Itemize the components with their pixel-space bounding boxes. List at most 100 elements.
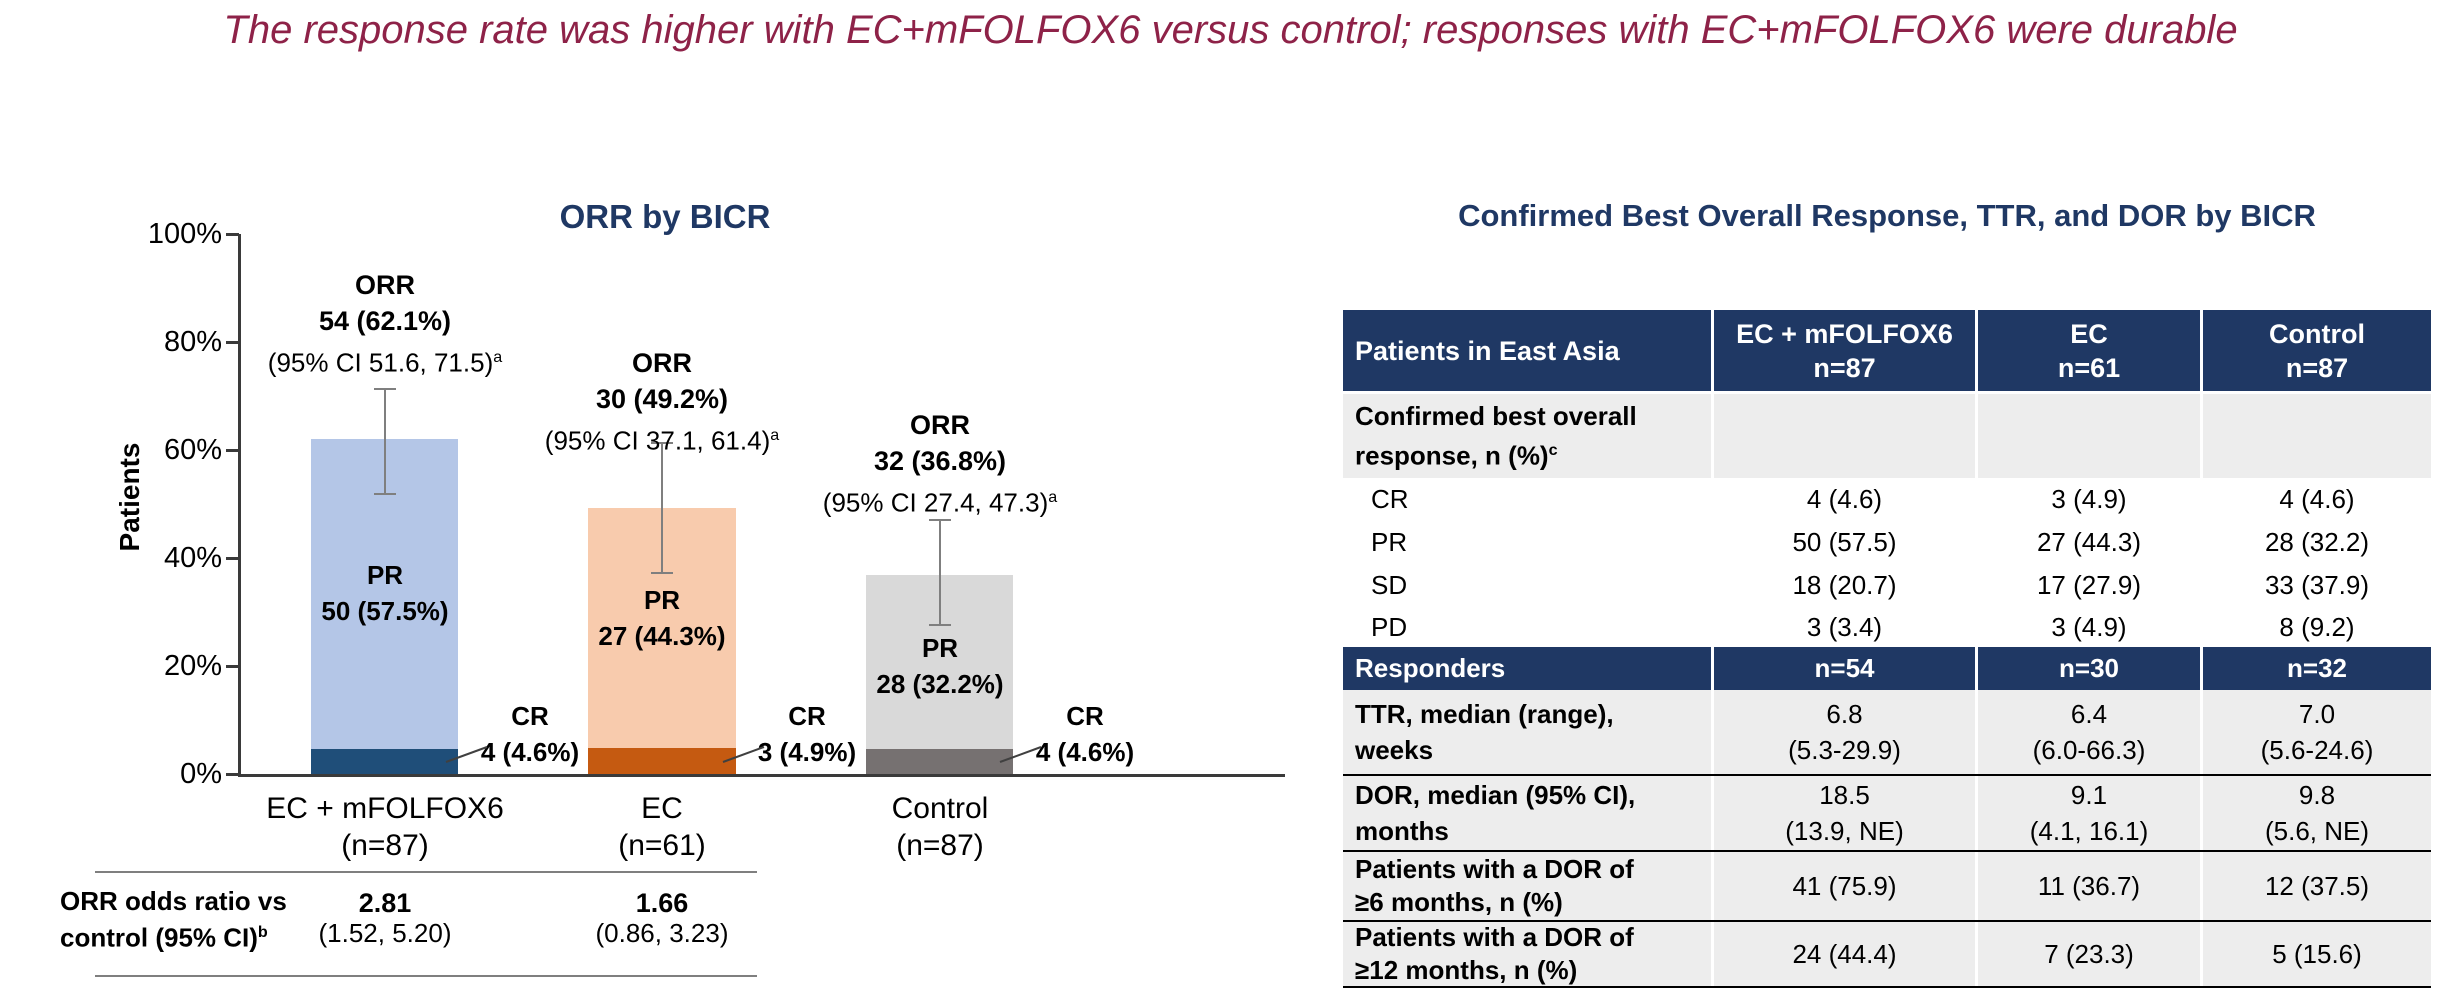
row-label: PR	[1371, 527, 1408, 557]
table-header-col1: EC + mFOLFOX6 n=87	[1711, 310, 1975, 391]
table-row-dor-12months: Patients with a DOR of ≥12 months, n (%) …	[1343, 922, 2431, 988]
table-row-pr: PR 50 (57.5) 27 (44.3) 28 (32.2)	[1343, 521, 2431, 564]
table-header-col2: EC n=61	[1975, 310, 2200, 391]
row-label: PD	[1371, 611, 1408, 642]
slide-title: The response rate was higher with EC+mFO…	[223, 8, 2238, 52]
odds-value-ec: 1.66 (0.86, 3.23)	[595, 888, 729, 948]
orr-annotation-line: ORR	[632, 348, 692, 378]
cell-value: 17 (27.9)	[1975, 564, 2200, 607]
y-tick	[226, 233, 239, 236]
y-tick-label: 20%	[163, 650, 222, 682]
table-header-col3: Control n=87	[2200, 310, 2431, 391]
y-tick	[226, 665, 239, 668]
bar-control	[866, 0, 1013, 994]
cell-value: n=32	[2200, 647, 2431, 690]
row-label: Patients with a DOR of ≥12 months, n (%)	[1355, 922, 1634, 985]
bar-segment-cr	[311, 749, 458, 774]
cell-value: 50 (57.5)	[1711, 521, 1975, 564]
cell-value: 9.8 (5.6, NE)	[2200, 776, 2431, 850]
pr-label-control: PR 28 (32.2%)	[876, 633, 1004, 699]
error-bar	[661, 442, 663, 574]
table-row-responders: Responders n=54 n=30 n=32	[1343, 647, 2431, 690]
table-row-dor: DOR, median (95% CI), months 18.5 (13.9, N…	[1343, 776, 2431, 852]
cell-value: 18.5 (13.9, NE)	[1711, 776, 1975, 850]
orr-annotation-control: ORR 32 (36.8%) (95% CI 27.4, 47.3)a	[760, 407, 1120, 521]
cell-value: 5 (15.6)	[2200, 922, 2431, 986]
row-label: SD	[1371, 570, 1408, 600]
cr-label-control: CR 4 (4.6%)	[1035, 701, 1135, 767]
table-row-sd: SD 18 (20.7) 17 (27.9) 33 (37.9)	[1343, 564, 2431, 607]
cell-value: 28 (32.2)	[2200, 521, 2431, 564]
x-label-control: Control (n=87)	[891, 792, 989, 862]
x-axis-line	[238, 774, 1285, 777]
bar-ec-mfolfox6	[311, 0, 458, 994]
bar-segment-cr	[866, 749, 1013, 774]
x-label-ec: EC (n=61)	[618, 792, 706, 862]
orr-annotation-line: ORR	[910, 410, 970, 440]
y-tick	[226, 341, 239, 344]
cell-value: n=30	[1975, 647, 2200, 690]
pr-label-ec: PR 27 (44.3%)	[598, 585, 726, 651]
table-row-confirmed-best-overall: Confirmed best overall response, n (%)c	[1343, 394, 2431, 478]
cell-value: 3 (4.9)	[1975, 478, 2200, 521]
cr-label-ec: CR 3 (4.9%)	[757, 701, 857, 767]
y-tick-label: 60%	[163, 434, 222, 466]
odds-ratio-label: ORR odds ratio vs control (95% CI)b	[60, 886, 287, 953]
y-tick-label: 100%	[147, 218, 222, 250]
table-row-cr: CR 4 (4.6) 3 (4.9) 4 (4.6)	[1343, 478, 2431, 521]
row-label: Responders	[1355, 653, 1506, 683]
row-label: Patients with a DOR of ≥6 months, n (%)	[1355, 854, 1634, 917]
cell-value: 7 (23.3)	[1975, 922, 2200, 986]
y-tick	[226, 557, 239, 560]
odds-rule-bottom	[95, 975, 757, 977]
orr-annotation-ci: (95% CI 51.6, 71.5)a	[267, 347, 503, 378]
cell-value: 6.8 (5.3-29.9)	[1711, 690, 1975, 774]
cell-value: 12 (37.5)	[2200, 852, 2431, 920]
chart-title: ORR by BICR	[559, 198, 771, 235]
cell-value: 3 (3.4)	[1711, 607, 1975, 647]
cell-value: 24 (44.4)	[1711, 922, 1975, 986]
odds-rule-top	[95, 871, 757, 873]
cell-value: 6.4 (6.0-66.3)	[1975, 690, 2200, 774]
table-header-label: Patients in East Asia	[1355, 335, 1620, 366]
y-axis-line	[238, 234, 241, 776]
error-bar	[938, 518, 941, 627]
table-header-row: Patients in East Asia EC + mFOLFOX6 n=87 …	[1343, 310, 2431, 394]
row-label: TTR, median (range), weeks	[1355, 699, 1614, 765]
row-label: CR	[1371, 484, 1409, 514]
x-label-ec-mfolfox6: EC + mFOLFOX6 (n=87)	[266, 792, 504, 862]
table-row-ttr: TTR, median (range), weeks 6.8 (5.3-29.9) …	[1343, 690, 2431, 776]
y-tick-label: 0%	[180, 758, 222, 790]
row-label: Confirmed best overall response, n (%)c	[1355, 401, 1637, 471]
bar-segment-cr	[588, 747, 736, 774]
orr-annotation-line: 54 (62.1%)	[318, 306, 452, 336]
cell-value: 3 (4.9)	[1975, 607, 2200, 647]
cell-value: 7.0 (5.6-24.6)	[2200, 690, 2431, 774]
table-row-pd: PD 3 (3.4) 3 (4.9) 8 (9.2)	[1343, 607, 2431, 647]
y-tick-label: 40%	[163, 542, 222, 574]
orr-annotation-line: 32 (36.8%)	[873, 446, 1007, 476]
cell-value: 9.1 (4.1, 16.1)	[1975, 776, 2200, 850]
cell-value: 18 (20.7)	[1711, 564, 1975, 607]
orr-annotation-line: ORR	[355, 270, 415, 300]
orr-annotation-ec-mfolfox6: ORR 54 (62.1%) (95% CI 51.6, 71.5)a	[205, 267, 565, 381]
pr-label-ec-mfolfox6: PR 50 (57.5%)	[321, 560, 449, 626]
error-bar	[383, 387, 386, 496]
orr-annotation-line: 30 (49.2%)	[595, 384, 729, 414]
cell-value: 11 (36.7)	[1975, 852, 2200, 920]
cell-value: 4 (4.6)	[2200, 478, 2431, 521]
y-tick	[226, 449, 239, 452]
orr-annotation-ci: (95% CI 37.1, 61.4)a	[544, 425, 780, 456]
cell-value: 8 (9.2)	[2200, 607, 2431, 647]
cell-value: 33 (37.9)	[2200, 564, 2431, 607]
orr-annotation-ec: ORR 30 (49.2%) (95% CI 37.1, 61.4)a	[482, 345, 842, 459]
odds-value-ec-mfolfox6: 2.81 (1.52, 5.20)	[318, 888, 452, 948]
response-table: Patients in East Asia EC + mFOLFOX6 n=87 …	[1343, 310, 2431, 988]
cell-value: 27 (44.3)	[1975, 521, 2200, 564]
cell-value: n=54	[1711, 647, 1975, 690]
table-title: Confirmed Best Overall Response, TTR, an…	[1458, 198, 2316, 233]
y-tick-label: 80%	[163, 326, 222, 358]
table-row-dor-6months: Patients with a DOR of ≥6 months, n (%) 4…	[1343, 852, 2431, 922]
